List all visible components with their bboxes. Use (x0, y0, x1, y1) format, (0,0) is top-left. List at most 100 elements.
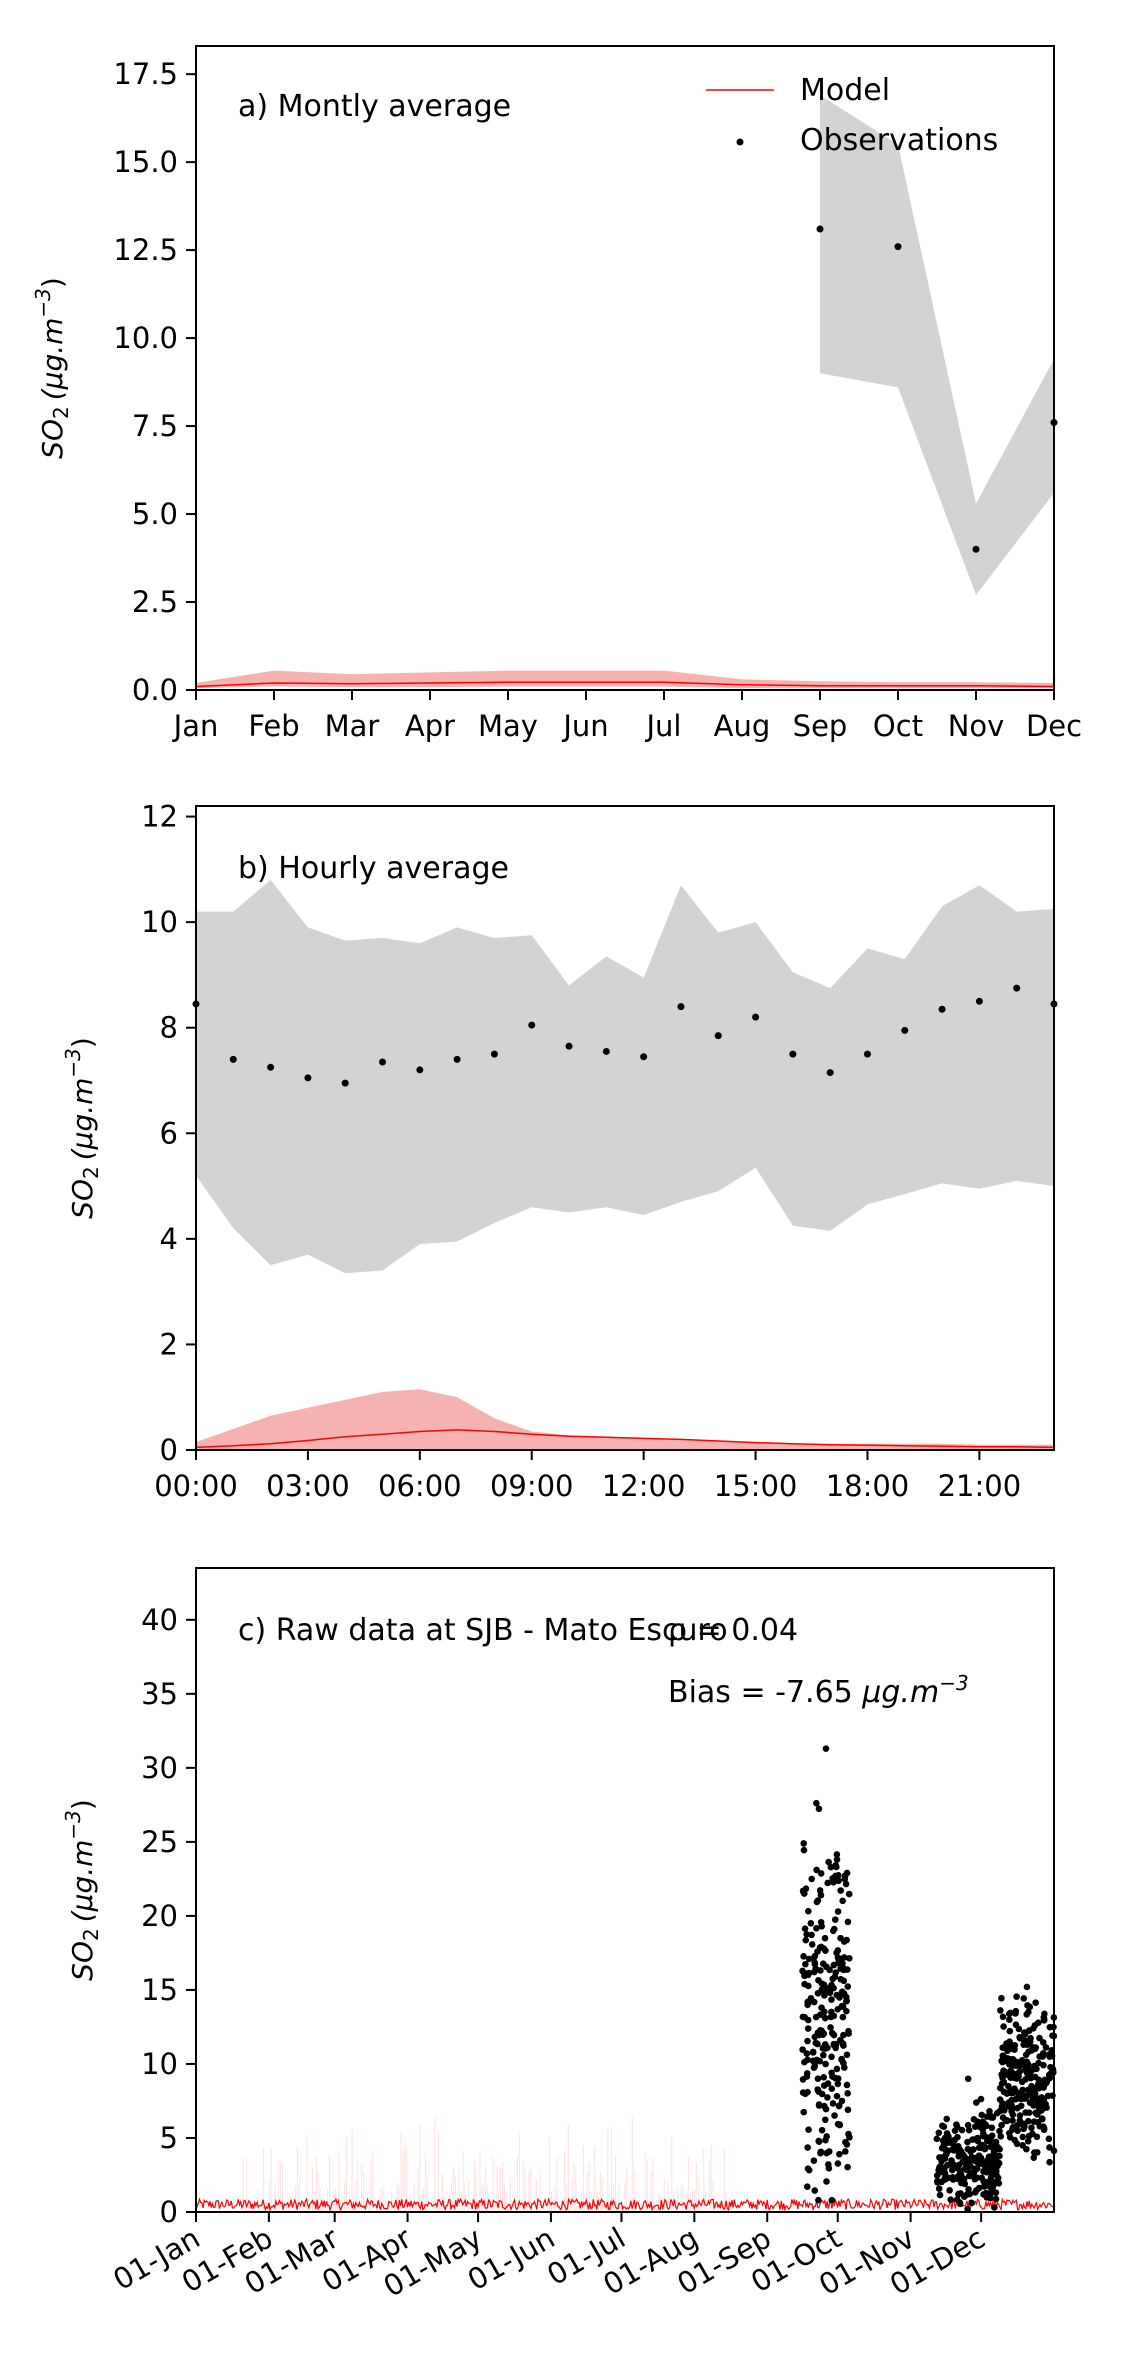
observation-point (801, 1972, 808, 1980)
observation-point (814, 1989, 822, 1997)
observation-point (843, 1869, 851, 1877)
observation-point (844, 1983, 852, 1990)
observation-point (1009, 2124, 1017, 2131)
observation-point (379, 1058, 387, 1066)
observation-point (863, 1050, 871, 1058)
observation-point (824, 2094, 831, 2101)
observation-point (999, 2114, 1007, 2121)
observation-point (1013, 984, 1021, 992)
observation-point (843, 2007, 850, 2015)
panel-c-model-series (195, 2115, 1055, 2212)
observation-point (821, 1989, 828, 1997)
y-tick-label: 2.5 (132, 585, 178, 619)
observation-point (1024, 2137, 1032, 2145)
observation-point (1031, 2062, 1038, 2070)
observation-point (830, 1879, 837, 1886)
observation-point (1020, 2036, 1028, 2044)
observation-point (1039, 2115, 1046, 2123)
observation-point (833, 2065, 841, 2073)
panel-b-ylabel-sub: 2 (79, 1166, 103, 1179)
observation-point (955, 2190, 962, 2198)
observation-point (981, 2182, 988, 2189)
observation-point (752, 1013, 760, 1021)
observation-point (938, 2157, 945, 2165)
observation-point (800, 1840, 808, 1847)
observation-point (1038, 2082, 1046, 2090)
observation-point (964, 2205, 971, 2213)
observation-point (842, 2138, 849, 2146)
observation-point (992, 2138, 1000, 2146)
observation-point (949, 2146, 957, 2153)
observation-point (602, 1047, 610, 1055)
observation-point (1039, 2039, 1047, 2046)
y-tick-label: 20 (141, 1899, 178, 1933)
y-tick-label: 17.5 (113, 57, 178, 91)
observation-point (996, 2127, 1003, 2135)
observation-point (824, 1985, 832, 1992)
observation-point (1023, 2011, 1031, 2018)
observation-point (954, 2165, 962, 2172)
observation-point (811, 2033, 819, 2041)
panel-c-bias-exp: −3 (939, 1671, 968, 1695)
observation-point (801, 2058, 808, 2066)
observation-point (832, 2074, 839, 2082)
observation-point (1016, 2112, 1024, 2119)
observation-point (1045, 2135, 1053, 2143)
observation-point (1027, 2034, 1034, 2042)
observation-point (808, 1875, 815, 1883)
observation-point (827, 2013, 835, 2021)
panel-b-plot-frame (195, 805, 1055, 1451)
y-tick-label: 5 (160, 2121, 178, 2155)
y-tick-label: 30 (141, 1751, 178, 1785)
panel-a-plot-frame (195, 45, 1055, 691)
observation-point (821, 1934, 829, 1942)
observation-point (827, 2024, 834, 2031)
observation-point (811, 2187, 819, 2194)
panel-a-y-ticks: 0.0 2.5 5.0 7.5 10.0 12.5 15.0 17.5 (113, 57, 196, 707)
observation-band (820, 95, 1054, 596)
y-tick-label: 8 (160, 1011, 178, 1045)
observation-point (1041, 2010, 1048, 2018)
observation-point (947, 2196, 955, 2203)
observation-point (830, 2031, 838, 2039)
observation-point (998, 2121, 1005, 2129)
observation-point (1025, 2117, 1032, 2125)
panel-c-ylabel-close: ) (66, 1799, 99, 1810)
observation-point (936, 2191, 944, 2199)
observation-point (828, 2053, 835, 2061)
model-band (196, 1389, 1054, 1450)
observation-point (830, 1961, 838, 1969)
observation-point (817, 2149, 824, 2157)
observation-point (840, 1938, 848, 1945)
observation-point (1013, 2088, 1020, 2096)
observation-point (826, 1069, 834, 1077)
observation-point (805, 1982, 812, 1990)
y-tick-label: 10 (141, 905, 178, 939)
observation-point (973, 2099, 980, 2106)
observation-point (821, 2045, 829, 2052)
observation-point (1006, 2016, 1013, 2024)
observation-point (974, 2137, 982, 2145)
observation-point (815, 2102, 823, 2109)
observation-point (845, 2027, 852, 2035)
observation-point (1007, 2074, 1014, 2081)
x-tick-label: 21:00 (938, 1469, 1022, 1503)
observation-point (811, 2062, 819, 2070)
observation-point (824, 1879, 832, 1887)
panel-c-bias-text: Bias = -7.65 μg.m−3 (668, 1671, 969, 1710)
y-tick-label: 6 (160, 1116, 178, 1150)
observation-point (804, 2144, 811, 2151)
observation-point (838, 2097, 846, 2105)
observation-point (565, 1042, 573, 1050)
observation-point (829, 2100, 837, 2107)
panel-b-ylabel-main: SO (66, 1179, 99, 1219)
panel-a-x-ticks: Jan Feb Mar Apr May Jun Jul Aug Sep Oct Nov Dec (172, 690, 1082, 743)
observation-point (1024, 2092, 1031, 2100)
observation-point (956, 2200, 964, 2208)
panel-b-hourly-average: 0 2 4 6 8 10 12 00:00 03:00 06:00 09:00 12:00 15:00… (61, 800, 1058, 1503)
observation-point (977, 2095, 985, 2103)
observation-point (840, 2031, 847, 2039)
panel-a-ylabel-sub: 2 (49, 406, 73, 419)
observation-point (800, 2108, 808, 2116)
observation-point (1030, 2154, 1038, 2161)
